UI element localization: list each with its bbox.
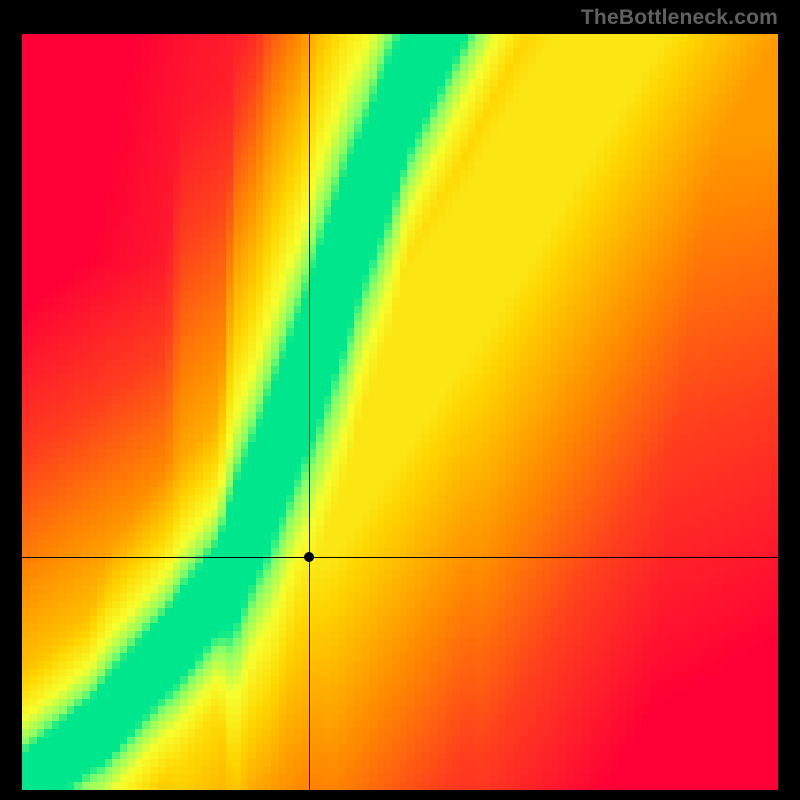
watermark-text: TheBottleneck.com (581, 6, 778, 30)
plot-area (22, 34, 778, 790)
marker-dot (304, 552, 314, 562)
heatmap-canvas (22, 34, 778, 790)
crosshair-vertical (309, 34, 310, 790)
crosshair-horizontal (22, 557, 778, 558)
